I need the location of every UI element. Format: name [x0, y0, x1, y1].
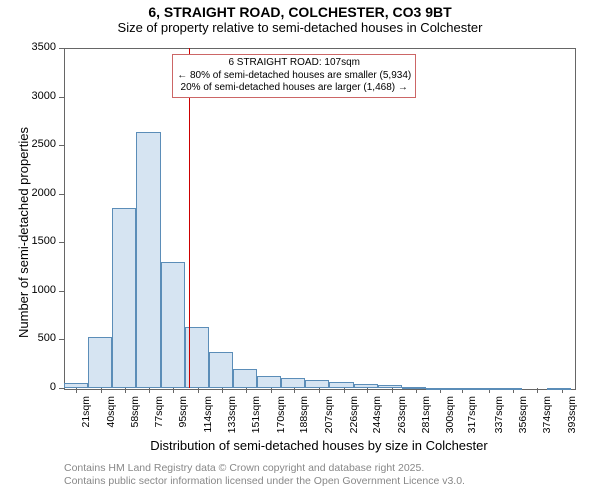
- x-tick: [101, 388, 102, 393]
- y-tick: [59, 145, 64, 146]
- y-tick: [59, 339, 64, 340]
- x-tick: [367, 388, 368, 393]
- y-tick-label: 1500: [16, 235, 56, 247]
- y-tick: [59, 388, 64, 389]
- histogram-bar: [547, 388, 571, 390]
- histogram-bar: [233, 369, 257, 388]
- footer-line-2: Contains public sector information licen…: [64, 475, 465, 488]
- annotation-line: ← 80% of semi-detached houses are smalle…: [177, 70, 411, 83]
- x-tick-label: 188sqm: [298, 396, 310, 436]
- y-tick-label: 3000: [16, 90, 56, 102]
- x-tick-label: 95sqm: [177, 396, 189, 436]
- x-tick-label: 114sqm: [202, 396, 214, 436]
- annotation-line: 20% of semi-detached houses are larger (…: [177, 82, 411, 95]
- x-tick-label: 300sqm: [444, 396, 456, 436]
- histogram-bar: [450, 388, 474, 390]
- x-tick: [271, 388, 272, 393]
- x-tick-label: 337sqm: [493, 396, 505, 436]
- y-tick: [59, 48, 64, 49]
- x-tick: [222, 388, 223, 393]
- x-tick-label: 356sqm: [517, 396, 529, 436]
- histogram-bar: [354, 384, 378, 388]
- histogram-bar: [402, 387, 426, 389]
- histogram-bar: [161, 262, 185, 388]
- y-tick-label: 500: [16, 332, 56, 344]
- x-tick-label: 133sqm: [226, 396, 238, 436]
- footer-line-1: Contains HM Land Registry data © Crown c…: [64, 462, 465, 475]
- y-axis-label: Number of semi-detached properties: [16, 127, 31, 338]
- x-tick-label: 374sqm: [541, 396, 553, 436]
- x-tick-label: 263sqm: [396, 396, 408, 436]
- attribution-footer: Contains HM Land Registry data © Crown c…: [64, 462, 465, 487]
- y-tick-label: 2500: [16, 138, 56, 150]
- histogram-bar: [378, 385, 402, 388]
- reference-line: [189, 48, 190, 388]
- histogram-bar: [329, 382, 353, 388]
- x-tick: [198, 388, 199, 393]
- histogram-bar: [64, 383, 88, 388]
- y-tick: [59, 291, 64, 292]
- annotation-line: 6 STRAIGHT ROAD: 107sqm: [177, 57, 411, 70]
- x-tick: [76, 388, 77, 393]
- y-tick: [59, 194, 64, 195]
- histogram-bar: [281, 378, 305, 388]
- title-line-1: 6, STRAIGHT ROAD, COLCHESTER, CO3 9BT: [0, 4, 600, 20]
- histogram-bar: [257, 376, 281, 388]
- x-tick-label: 393sqm: [566, 396, 578, 436]
- x-tick-label: 281sqm: [420, 396, 432, 436]
- y-tick: [59, 97, 64, 98]
- y-tick-label: 0: [16, 381, 56, 393]
- x-tick: [319, 388, 320, 393]
- x-tick: [173, 388, 174, 393]
- x-tick: [149, 388, 150, 393]
- x-tick-label: 317sqm: [466, 396, 478, 436]
- x-tick-label: 58sqm: [129, 396, 141, 436]
- y-tick: [59, 242, 64, 243]
- histogram-bar: [474, 388, 498, 390]
- y-tick-label: 3500: [16, 41, 56, 53]
- histogram-bar: [498, 388, 522, 390]
- histogram-bar: [426, 388, 450, 390]
- histogram-bar: [305, 380, 329, 388]
- x-tick: [294, 388, 295, 393]
- x-tick-label: 151sqm: [250, 396, 262, 436]
- x-tick-label: 40sqm: [105, 396, 117, 436]
- x-tick-label: 226sqm: [348, 396, 360, 436]
- x-tick-label: 21sqm: [80, 396, 92, 436]
- annotation-box: 6 STRAIGHT ROAD: 107sqm← 80% of semi-det…: [172, 54, 416, 98]
- x-tick-label: 77sqm: [153, 396, 165, 436]
- x-tick-label: 244sqm: [371, 396, 383, 436]
- x-tick: [392, 388, 393, 393]
- histogram-bar: [136, 132, 160, 388]
- chart-title: 6, STRAIGHT ROAD, COLCHESTER, CO3 9BT Si…: [0, 4, 600, 35]
- x-tick: [246, 388, 247, 393]
- y-tick-label: 1000: [16, 284, 56, 296]
- x-axis-label: Distribution of semi-detached houses by …: [64, 438, 574, 453]
- chart-container: 6, STRAIGHT ROAD, COLCHESTER, CO3 9BT Si…: [0, 0, 600, 500]
- histogram-bar: [112, 208, 136, 388]
- title-line-2: Size of property relative to semi-detach…: [0, 20, 600, 35]
- x-tick: [344, 388, 345, 393]
- x-tick: [125, 388, 126, 393]
- x-tick: [537, 388, 538, 393]
- histogram-bar: [209, 352, 233, 388]
- histogram-bar: [88, 337, 112, 388]
- y-tick-label: 2000: [16, 187, 56, 199]
- x-tick-label: 170sqm: [275, 396, 287, 436]
- x-tick-label: 207sqm: [323, 396, 335, 436]
